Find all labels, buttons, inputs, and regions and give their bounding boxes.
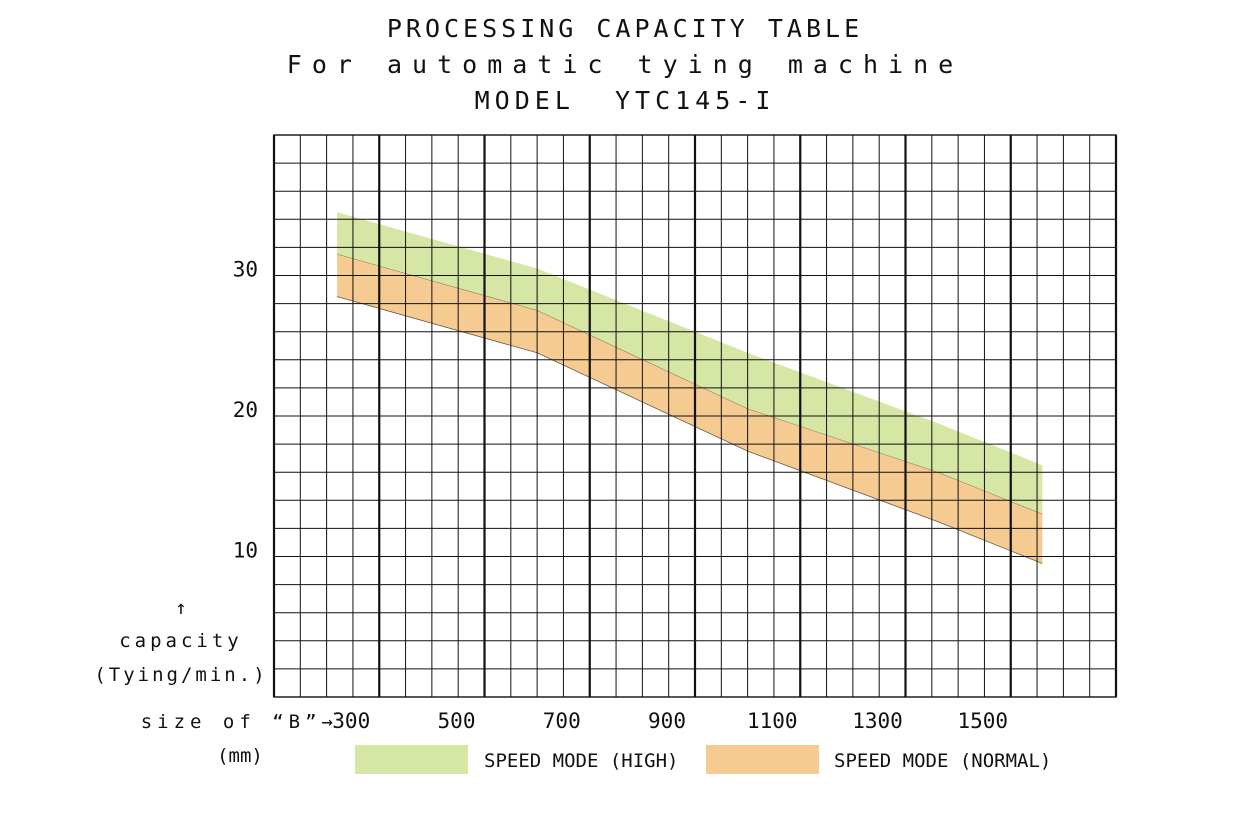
series-band-1 — [337, 254, 1043, 564]
legend-label-normal: SPEED MODE (NORMAL) — [834, 750, 1051, 772]
x-tick-label-700: 700 — [543, 709, 581, 733]
x-tick-label-1300: 1300 — [852, 709, 903, 733]
series-band-0 — [337, 212, 1043, 515]
y-tick-label-30: 30 — [233, 257, 258, 281]
x-tick-label-1100: 1100 — [747, 709, 798, 733]
x-axis-unit: (mm) — [217, 745, 263, 767]
x-tick-label-300: 300 — [332, 709, 370, 733]
x-tick-label-1500: 1500 — [957, 709, 1008, 733]
y-axis-label: capacity — [119, 630, 243, 652]
x-axis-label: size of “B”→ — [141, 711, 338, 733]
chart-model: MODEL YTC145-I — [474, 86, 776, 115]
y-axis-arrow: ↑ — [175, 597, 186, 619]
legend-label-high: SPEED MODE (HIGH) — [484, 750, 678, 772]
legend-swatch-normal — [706, 745, 819, 774]
grid-layer — [272, 134, 1118, 698]
x-tick-label-900: 900 — [648, 709, 686, 733]
x-tick-label-500: 500 — [438, 709, 476, 733]
chart-subtitle: For automatic tying machine — [286, 50, 964, 79]
legend-swatch-high — [355, 745, 468, 774]
tick-layer: 300 500 700 900 1100 1300 1500 10 20 30 — [233, 257, 1008, 733]
y-tick-label-10: 10 — [233, 538, 258, 562]
y-tick-label-20: 20 — [233, 398, 258, 422]
y-axis-unit: (Tying/min.) — [94, 664, 267, 686]
chart-title: PROCESSING CAPACITY TABLE — [386, 14, 864, 43]
plot-frame — [273, 134, 1117, 698]
